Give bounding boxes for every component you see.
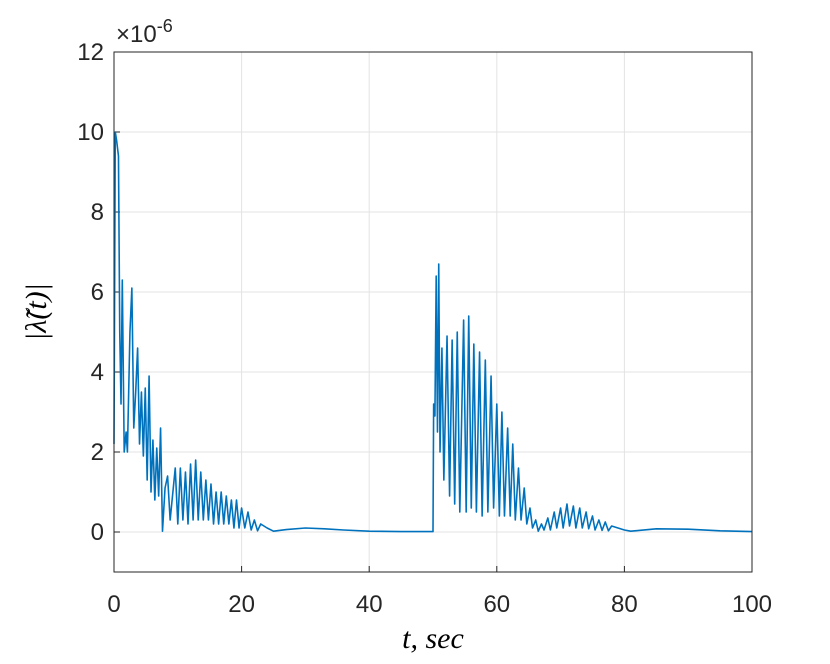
y-scale-exponent: -6 xyxy=(157,16,173,36)
x-tick-label: 0 xyxy=(107,591,120,618)
y-tick-label: 12 xyxy=(77,39,104,66)
x-tick-label: 20 xyxy=(228,591,255,618)
x-axis-label: t, sec xyxy=(402,622,464,655)
axes-box xyxy=(113,51,753,573)
y-tick-label: 4 xyxy=(91,359,104,386)
y-axis-label: |λ̃(t)| xyxy=(20,283,53,341)
y-tick-label: 10 xyxy=(77,119,104,146)
y-tick-label: 8 xyxy=(91,199,104,226)
y-scale-label: ×10-6 xyxy=(116,16,173,48)
x-tick-label: 40 xyxy=(356,591,383,618)
x-tick-label: 80 xyxy=(611,591,638,618)
y-tick-label: 0 xyxy=(91,519,104,546)
y-tick-label: 6 xyxy=(91,279,104,306)
x-tick-label: 60 xyxy=(483,591,510,618)
data-line xyxy=(113,131,753,533)
y-tick-label: 2 xyxy=(91,439,104,466)
y-scale-base: ×10 xyxy=(116,21,157,48)
x-tick-label: 100 xyxy=(732,591,772,618)
